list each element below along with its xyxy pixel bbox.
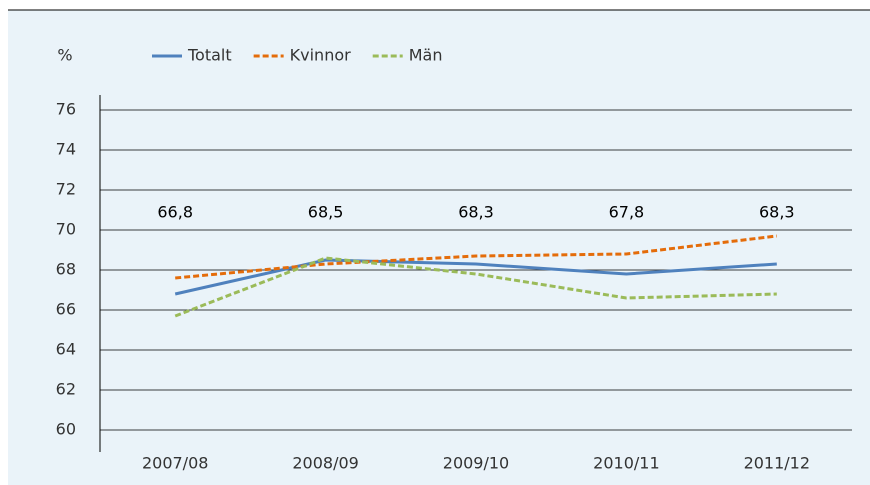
- x-tick-label: 2011/12: [744, 454, 810, 473]
- y-tick-label: 62: [56, 380, 76, 399]
- value-label: 68,3: [759, 203, 795, 222]
- background: [8, 10, 870, 485]
- value-label: 68,3: [458, 203, 494, 222]
- x-tick-label: 2008/09: [292, 454, 358, 473]
- y-tick-label: 70: [56, 220, 76, 239]
- x-tick-label: 2007/08: [142, 454, 208, 473]
- y-tick-label: 76: [56, 100, 76, 119]
- x-tick-label: 2009/10: [443, 454, 509, 473]
- value-label: 66,8: [157, 203, 193, 222]
- x-tick-label: 2010/11: [593, 454, 659, 473]
- y-tick-label: 68: [56, 260, 76, 279]
- y-tick-label: 60: [56, 420, 76, 439]
- y-tick-label: 72: [56, 180, 76, 199]
- value-label: 68,5: [308, 203, 344, 222]
- y-tick-label: 66: [56, 300, 76, 319]
- series-line: [174, 258, 777, 296]
- y-tick-label: 64: [56, 340, 76, 359]
- series-line: [174, 256, 777, 318]
- legend-label: Kvinnor: [290, 46, 351, 65]
- series-line: [175, 234, 777, 280]
- value-label: 67,8: [609, 203, 645, 222]
- y-axis-label: %: [57, 46, 72, 65]
- legend-label: Män: [409, 46, 443, 65]
- legend-label: Totalt: [187, 46, 232, 65]
- y-tick-label: 74: [56, 140, 76, 159]
